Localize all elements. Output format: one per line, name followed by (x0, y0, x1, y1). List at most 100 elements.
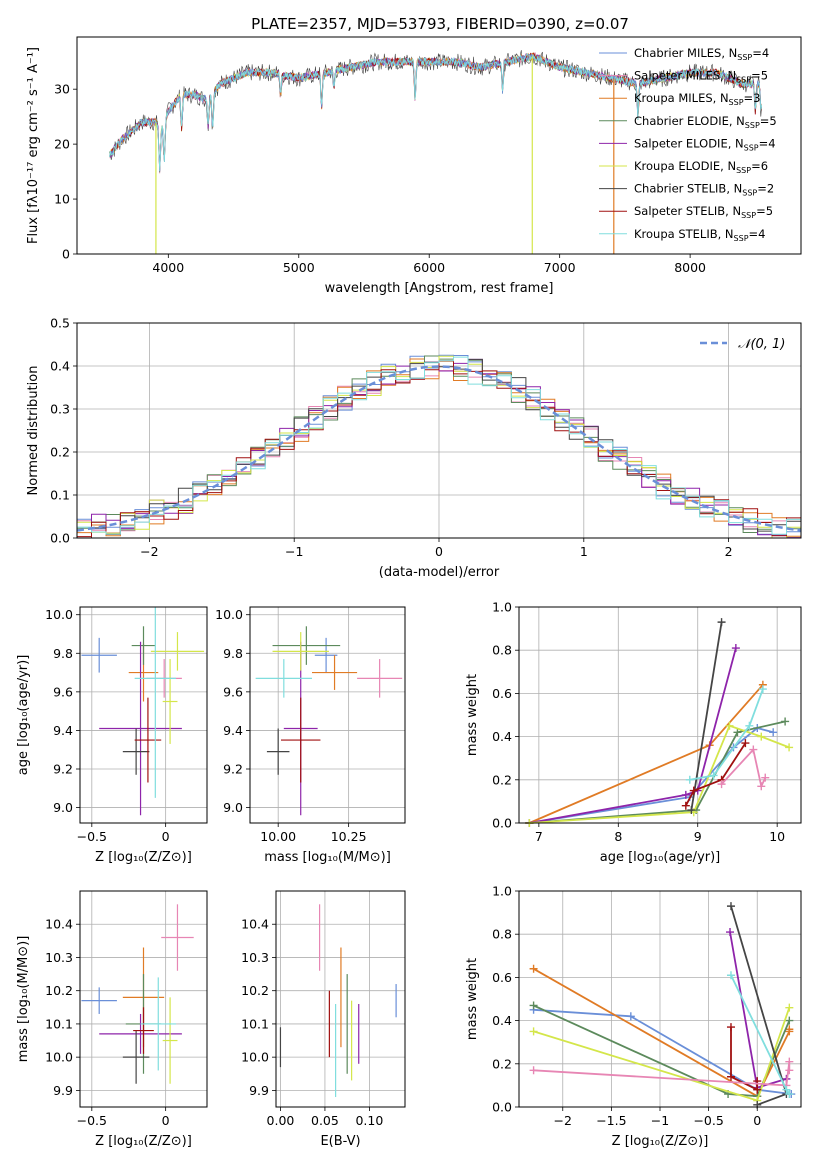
y-tick-label: 0.6 (492, 686, 512, 701)
x-tick-label: 5000 (283, 260, 315, 275)
axes-frame (76, 36, 802, 255)
mass_weight_vs_age-panel: 7 8 9 10 0.0 0.2 0.4 0.6 0.8 1.0 age [log₁₀(age/yr… (465, 600, 802, 865)
mass-weight-marker (726, 1072, 735, 1081)
x-tick-label: 0 (435, 544, 443, 559)
mass-weight-marker (725, 721, 734, 730)
y-tick-label: 9.0 (223, 800, 243, 815)
y-tick-label: 0.4 (492, 729, 512, 744)
mass-weight-series (529, 647, 737, 824)
y-tick-label: 9.6 (223, 684, 243, 699)
mass-weight-series (533, 1008, 792, 1095)
mass-weight-series (685, 742, 747, 807)
y-tick-label: 0.2 (492, 772, 512, 787)
y-tick-label: 0.1 (50, 488, 70, 503)
x-tick-label: 0.10 (355, 1113, 383, 1128)
y-tick-label: 10.0 (215, 607, 243, 622)
y-tick-label: 0.2 (50, 445, 70, 460)
x-axis-label: (data-model)/error (379, 565, 500, 580)
mass-weight-marker (733, 728, 742, 737)
y-tick-label: 9.6 (53, 684, 73, 699)
residual_histogram-panel: −2 −1 0 1 2 0.0 0.1 0.2 0.3 0.4 0.5 (data-model)/er… (26, 316, 802, 580)
x-axis-label: Z [log₁₀(Z/Z⊙)] (612, 1134, 709, 1149)
mass-weight-marker (753, 1100, 762, 1109)
y-tick-label: 9.2 (223, 762, 243, 777)
y-tick-label: 9.4 (53, 723, 73, 738)
spectrum-line (109, 53, 762, 172)
axes-frame (275, 890, 406, 1108)
x-tick-label: 10.25 (331, 829, 367, 844)
axes-frame (79, 606, 208, 824)
mass-weight-series (730, 1027, 759, 1092)
y-tick-label: 0.8 (492, 927, 512, 942)
x-tick-label: −2 (140, 544, 158, 559)
axes-frame (249, 606, 406, 824)
legend-entry: Salpeter ELODIE, NSSP=4 (634, 136, 776, 152)
y-tick-label: 0.4 (492, 1013, 512, 1028)
legend-entry: Chabrier ELODIE, NSSP=5 (634, 114, 777, 130)
x-tick-label: 1 (580, 544, 588, 559)
y-tick-label: 10 (54, 192, 70, 207)
y-tick-label: 10.3 (45, 950, 73, 965)
axes-frame (79, 890, 208, 1108)
mass-weight-marker (785, 743, 794, 752)
x-tick-label: −1.5 (596, 1113, 626, 1128)
legend-entry: Kroupa MILES, NSSP=3 (634, 91, 760, 107)
mass-weight-marker (785, 1057, 794, 1066)
mass-weight-marker (785, 1025, 794, 1034)
mass-weight-marker (687, 806, 696, 815)
y-tick-label: 10.0 (45, 1050, 73, 1065)
spectrum-panel: 4000 5000 6000 7000 8000 0 10 20 30 wavelength [A… (26, 36, 802, 296)
mass-weight-marker (529, 964, 538, 973)
y-tick-label: 0.6 (492, 970, 512, 985)
mass-weight-marker (753, 1085, 762, 1094)
mass-weight-marker (681, 801, 690, 810)
x-tick-label: 0.00 (267, 1113, 295, 1128)
mass-weight-marker (689, 786, 698, 795)
mass-weight-marker (769, 728, 778, 737)
y-tick-label: 10.3 (241, 950, 269, 965)
y-tick-label: 9.9 (53, 1083, 73, 1098)
mass-weight-marker (785, 1066, 794, 1075)
legend-entry: Salpeter STELIB, NSSP=5 (634, 204, 773, 220)
y-axis-label: mass [log₁₀(M/M⊙)] (16, 936, 31, 1063)
x-tick-label: 0.05 (311, 1113, 339, 1128)
x-tick-label: 0 (753, 1113, 761, 1128)
y-axis-label: Normed distribution (26, 366, 41, 496)
x-tick-label: −1 (285, 544, 303, 559)
histogram-legend: 𝒩(0, 1) (700, 337, 785, 352)
mass-weight-series (689, 688, 764, 781)
x-tick-label: −1 (651, 1113, 669, 1128)
mass-weight-marker (785, 1090, 794, 1099)
y-tick-label: 1.0 (492, 884, 512, 899)
y-tick-label: 0.2 (492, 1056, 512, 1071)
axes-frame (76, 322, 802, 539)
y-tick-label: 10.0 (241, 1050, 269, 1065)
y-tick-label: 10.0 (45, 607, 73, 622)
y-tick-label: 9.9 (249, 1083, 269, 1098)
y-tick-label: 0.0 (492, 816, 512, 831)
histogram-steps (77, 356, 801, 535)
x-axis-label: Z [log₁₀(Z/Z⊙)] (95, 1134, 192, 1149)
x-tick-label: −0.5 (77, 829, 107, 844)
mass_vs_Z-panel: −0.5 0 9.9 10.0 10.1 10.2 10.3 10.4 Z [log₁₀(Z/Z… (16, 890, 208, 1149)
y-tick-label: 0.3 (50, 402, 70, 417)
mass-weight-marker (529, 1027, 538, 1036)
y-tick-label: 9.0 (53, 800, 73, 815)
age_vs_Z-panel: −0.5 0 9.0 9.2 9.4 9.6 9.8 10.0 Z [log₁₀(Z/Z⊙)] a… (16, 606, 208, 865)
x-tick-label: −0.5 (693, 1113, 723, 1128)
legend-entry: Kroupa ELODIE, NSSP=6 (634, 159, 768, 175)
y-tick-label: 0.5 (50, 316, 70, 331)
x-axis-label: age [log₁₀(age/yr)] (600, 850, 721, 865)
legend-entry: Kroupa STELIB, NSSP=4 (634, 227, 765, 243)
y-tick-label: 10.4 (45, 917, 73, 932)
x-axis-label: Z [log₁₀(Z/Z⊙)] (95, 850, 192, 865)
axes-frame (518, 890, 802, 1108)
x-tick-label: −2 (554, 1113, 572, 1128)
legend-entry: Chabrier MILES, NSSP=4 (634, 46, 769, 62)
y-tick-label: 9.8 (223, 646, 243, 661)
x-axis-label: mass [log₁₀(M/M⊙)] (264, 850, 391, 865)
legend-entry: Salpeter MILES, NSSP=5 (634, 69, 768, 85)
y-axis-label: Flux [fλ10⁻¹⁷ erg cm⁻² s⁻¹ A⁻¹] (26, 47, 41, 244)
mass-weight-marker (681, 790, 690, 799)
